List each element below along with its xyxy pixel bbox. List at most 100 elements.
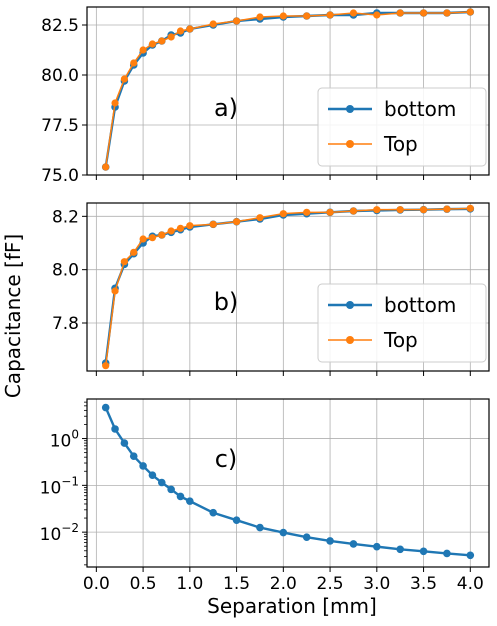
data-point bbox=[419, 547, 428, 556]
data-point bbox=[232, 516, 241, 525]
data-point bbox=[443, 205, 451, 213]
data-point bbox=[373, 542, 381, 551]
data-point bbox=[303, 12, 311, 20]
series-line-top bbox=[104, 207, 471, 366]
data-point bbox=[326, 208, 334, 216]
series-line-data bbox=[104, 407, 471, 557]
data-point bbox=[158, 37, 166, 45]
data-point bbox=[176, 27, 185, 35]
x-tick-label: 0.5 bbox=[130, 574, 157, 594]
x-tick-label: 2.0 bbox=[270, 574, 297, 594]
data-point bbox=[232, 218, 241, 226]
data-point bbox=[139, 462, 147, 470]
data-point bbox=[279, 210, 287, 218]
data-point bbox=[120, 439, 129, 447]
legend-marker bbox=[346, 301, 354, 309]
y-tick-label: 100 bbox=[50, 428, 79, 452]
data-point bbox=[167, 33, 175, 41]
y-tick-label: 8.2 bbox=[52, 207, 79, 227]
data-point bbox=[148, 234, 157, 242]
data-point bbox=[256, 13, 264, 21]
legend: bottom Top bbox=[317, 87, 487, 167]
legend-label: Top bbox=[383, 132, 418, 156]
data-point bbox=[303, 208, 311, 216]
data-point bbox=[302, 533, 311, 541]
data-point bbox=[279, 12, 287, 20]
y-axis-label: Capacitance [fF] bbox=[1, 234, 25, 398]
legend-marker bbox=[346, 336, 354, 344]
data-point bbox=[101, 403, 110, 412]
data-point bbox=[419, 9, 428, 17]
data-point bbox=[466, 8, 474, 16]
data-point bbox=[111, 425, 119, 433]
legend-box bbox=[317, 87, 487, 167]
data-point bbox=[466, 551, 475, 560]
x-tick-label: 2.5 bbox=[317, 574, 344, 594]
y-tick-label: 10−2 bbox=[40, 521, 79, 545]
data-point bbox=[167, 227, 175, 235]
data-point bbox=[326, 11, 334, 19]
y-tick-label: 75.0 bbox=[41, 166, 79, 186]
data-point bbox=[396, 206, 404, 214]
data-point bbox=[148, 471, 157, 479]
data-point bbox=[139, 46, 147, 54]
data-point bbox=[186, 497, 194, 505]
data-point bbox=[139, 235, 147, 243]
plot-frame bbox=[86, 6, 490, 176]
data-point bbox=[466, 204, 474, 212]
data-point bbox=[209, 220, 217, 228]
data-point bbox=[186, 222, 194, 230]
data-point bbox=[176, 492, 185, 501]
data-point bbox=[111, 99, 119, 107]
x-tick-label: 1.0 bbox=[176, 574, 203, 594]
y-tick-label: 82.5 bbox=[41, 16, 79, 36]
data-point bbox=[209, 20, 217, 28]
data-point bbox=[102, 362, 110, 370]
data-point bbox=[373, 11, 381, 19]
data-point bbox=[157, 478, 166, 487]
panel-c: 10−2 10−1 100 0.0 0.5 1.0 1.5 2.0 2.5 3.0 3.5 4.0 c) bbox=[40, 398, 490, 594]
legend-label: Top bbox=[383, 328, 418, 352]
data-point bbox=[373, 206, 381, 214]
data-point bbox=[349, 9, 358, 17]
data-point bbox=[396, 9, 404, 17]
x-axis-label: Separation [mm] bbox=[207, 594, 377, 618]
data-point bbox=[349, 207, 358, 215]
legend-label: bottom bbox=[384, 97, 456, 121]
legend-marker bbox=[346, 140, 354, 148]
x-tick-label: 3.5 bbox=[410, 574, 437, 594]
data-point bbox=[443, 9, 451, 17]
x-tick-label: 1.5 bbox=[223, 574, 250, 594]
data-point bbox=[111, 287, 119, 295]
data-point bbox=[232, 17, 241, 25]
data-point bbox=[279, 528, 288, 537]
panel-a: 75.0 77.5 80.0 82.5 a) bottom Top bbox=[41, 6, 490, 186]
data-point bbox=[167, 485, 175, 494]
y-tick-label: 8.0 bbox=[52, 261, 79, 281]
data-point bbox=[148, 40, 157, 48]
legend: bottom Top bbox=[317, 283, 487, 363]
y-tick-label: 80.0 bbox=[41, 66, 79, 86]
data-point bbox=[102, 163, 110, 171]
data-point bbox=[326, 537, 334, 545]
data-point bbox=[158, 231, 166, 239]
x-tick-label: 4.0 bbox=[457, 574, 484, 594]
plot-frame bbox=[86, 398, 490, 568]
data-point bbox=[120, 258, 128, 266]
y-tick-label: 7.8 bbox=[52, 314, 79, 334]
plot-frame bbox=[86, 202, 490, 372]
data-point bbox=[256, 214, 264, 222]
y-tick-label: 77.5 bbox=[41, 116, 79, 136]
x-tick-label: 0.0 bbox=[83, 574, 110, 594]
legend-label: bottom bbox=[384, 293, 456, 317]
y-tick-label: 10−1 bbox=[40, 474, 79, 498]
data-point bbox=[129, 452, 138, 460]
legend-box bbox=[317, 283, 487, 363]
data-point bbox=[349, 540, 358, 548]
panel-label: c) bbox=[215, 445, 238, 473]
panels-layer: 75.0 77.5 80.0 82.5 a) bottom Top 7.8 8.0 8.2 b) bo… bbox=[40, 6, 490, 594]
series-line-top bbox=[104, 11, 471, 168]
legend-marker bbox=[346, 105, 354, 113]
data-point bbox=[130, 248, 138, 256]
